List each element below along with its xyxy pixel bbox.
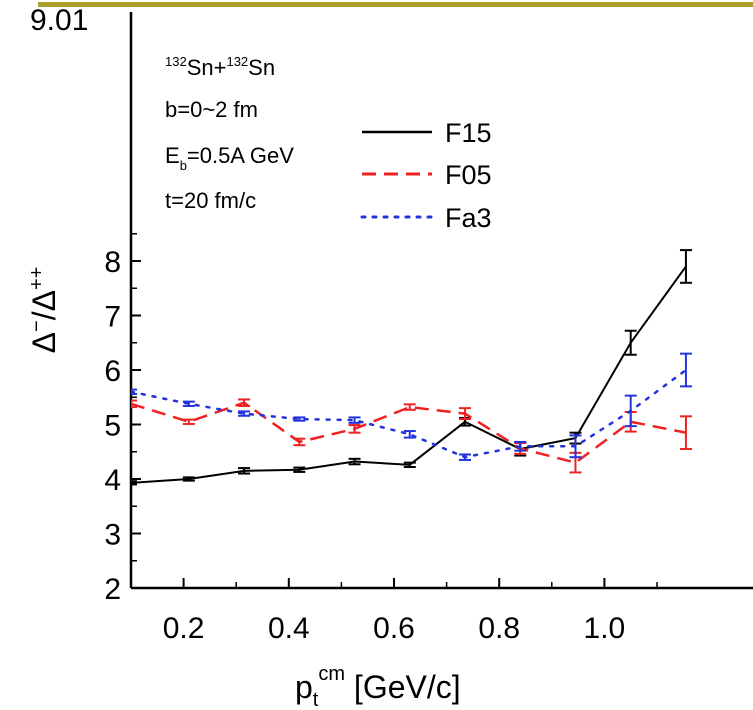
y-tick-label: 8 <box>104 246 121 279</box>
x-axis-label: ptcm [GeV/c] <box>295 663 461 710</box>
x-tick-label: 0.4 <box>268 612 310 645</box>
legend-label: F15 <box>445 118 492 148</box>
y-tick-label: 3 <box>104 519 121 552</box>
tick-labels: 2 3 4 5 6 7 8 0.2 0.4 0.6 0.8 1.0 <box>104 246 625 645</box>
error-bar <box>679 352 692 388</box>
error-bar <box>293 437 306 447</box>
error-bar <box>131 399 137 409</box>
error-bar <box>459 453 472 461</box>
y-tick-label: 2 <box>104 573 121 606</box>
error-bar <box>679 415 692 451</box>
y-axis-label: Δ−/Δ++ <box>26 267 62 354</box>
error-bar <box>131 388 137 395</box>
error-bar <box>403 403 416 411</box>
legend-label: F05 <box>445 160 492 190</box>
annotation-time: t=20 fm/c <box>165 188 256 213</box>
series-line <box>131 401 687 465</box>
error-bar <box>624 329 637 356</box>
error-bar <box>403 430 416 439</box>
error-bar <box>238 410 251 417</box>
y-tick-label: 7 <box>104 301 121 334</box>
ticks <box>130 233 658 589</box>
error-bar <box>514 440 527 452</box>
legend: F15 F05 Fa3 <box>360 118 492 233</box>
error-bar <box>293 416 306 422</box>
legend-item-fa3: Fa3 <box>360 203 492 233</box>
error-bar <box>182 418 195 425</box>
y-tick-label-top-partial: 9.01 <box>30 4 88 37</box>
error-bar <box>238 467 251 475</box>
error-bar <box>348 416 361 424</box>
annotation-system: 132Sn+132Sn <box>165 54 275 80</box>
series-line <box>131 265 687 484</box>
y-tick-label: 6 <box>104 355 121 388</box>
error-bar <box>131 480 137 486</box>
series-line <box>131 368 688 459</box>
error-bar <box>679 249 692 284</box>
series-group <box>131 249 692 486</box>
series-fa3 <box>131 352 692 461</box>
series-f15 <box>131 249 692 486</box>
legend-label: Fa3 <box>445 203 492 233</box>
error-bar <box>569 434 582 459</box>
error-bar <box>459 407 472 421</box>
error-bar <box>182 476 195 482</box>
error-bar <box>348 457 361 466</box>
error-bar <box>403 461 416 469</box>
legend-item-f15: F15 <box>362 118 492 148</box>
header-bar <box>38 2 753 7</box>
annotation-impact: b=0~2 fm <box>165 97 258 122</box>
x-tick-label: 1.0 <box>584 612 626 645</box>
error-bar <box>238 398 251 407</box>
error-bar <box>182 400 195 407</box>
axes <box>129 12 753 590</box>
x-tick-label: 0.2 <box>163 612 205 645</box>
annotation-energy: Eb=0.5A GeV <box>165 143 294 173</box>
x-tick-label: 0.6 <box>373 612 415 645</box>
series-f05 <box>131 398 692 474</box>
error-bar <box>348 424 361 434</box>
error-bar <box>293 466 306 473</box>
y-tick-label: 5 <box>104 410 121 443</box>
error-bar <box>624 394 637 428</box>
legend-item-f05: F05 <box>362 160 492 190</box>
y-tick-label: 4 <box>104 464 121 497</box>
annotation-block: 132Sn+132Sn b=0~2 fm Eb=0.5A GeV t=20 fm… <box>165 54 294 213</box>
x-tick-label: 0.8 <box>478 612 520 645</box>
